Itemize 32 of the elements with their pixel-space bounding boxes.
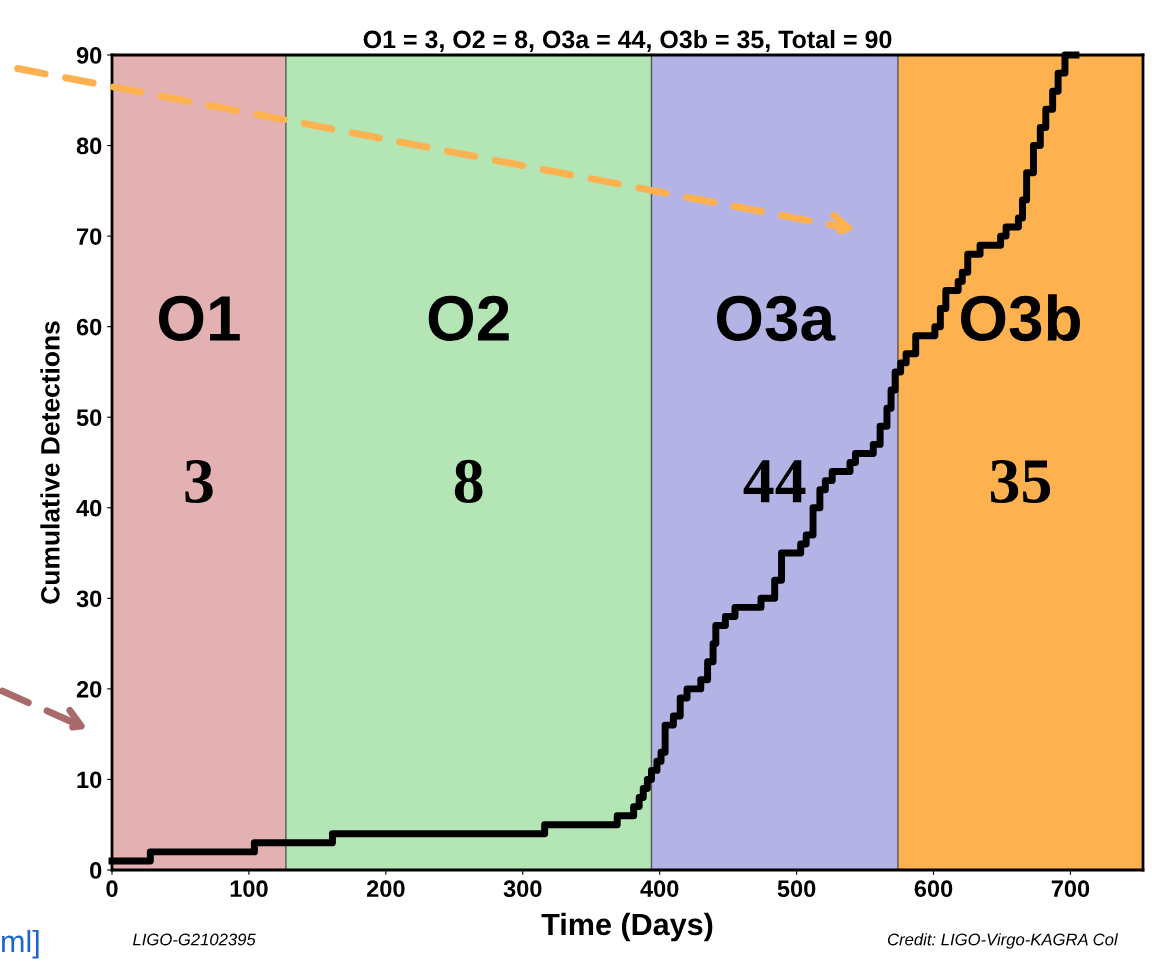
x-tick-label: 100 bbox=[230, 880, 268, 898]
band-label: O3b bbox=[960, 294, 1080, 342]
x-tick-label: 700 bbox=[1051, 880, 1090, 898]
x-tick-label: 300 bbox=[503, 880, 542, 898]
y-tick-label: 0 bbox=[90, 862, 102, 879]
y-tick-label: 50 bbox=[76, 409, 102, 427]
y-tick-label: 30 bbox=[76, 590, 102, 608]
x-tick-label: 0 bbox=[106, 880, 118, 898]
x-tick-label: 600 bbox=[914, 880, 953, 898]
y-tick-label: 40 bbox=[76, 499, 102, 517]
x-axis-title: Time (Days) bbox=[541, 912, 713, 942]
y-axis-title: Cumulative Detections bbox=[40, 321, 60, 604]
text: ml] bbox=[2, 929, 39, 959]
chart-title: O1 = 3, O2 = 8, O3a = 44, O3b = 35, Total = 90 bbox=[363, 29, 892, 52]
y-tick-label: 70 bbox=[77, 228, 102, 245]
y-tick-label: 20 bbox=[76, 680, 102, 698]
x-tick-label: 200 bbox=[366, 880, 405, 898]
y-tick-label: 10 bbox=[77, 771, 102, 789]
band-label: O2 bbox=[428, 295, 509, 342]
y-tick-label: 60 bbox=[76, 318, 102, 336]
band-label: O1 bbox=[158, 295, 240, 342]
y-tick-label: 80 bbox=[76, 137, 102, 155]
annotation: 8 bbox=[454, 459, 483, 503]
annotation: 44 bbox=[743, 460, 806, 503]
annotation: 3 bbox=[185, 460, 213, 503]
x-tick-label: 500 bbox=[777, 880, 816, 898]
x-tick-label: 400 bbox=[640, 880, 679, 898]
text: Credit: LIGO-Virgo-KAGRA Col bbox=[887, 933, 1119, 949]
y-tick-label: 90 bbox=[76, 47, 102, 64]
annotation: 35 bbox=[990, 460, 1051, 503]
band-label: O3a bbox=[716, 295, 836, 342]
text: LIGO-G2102395 bbox=[132, 933, 256, 946]
